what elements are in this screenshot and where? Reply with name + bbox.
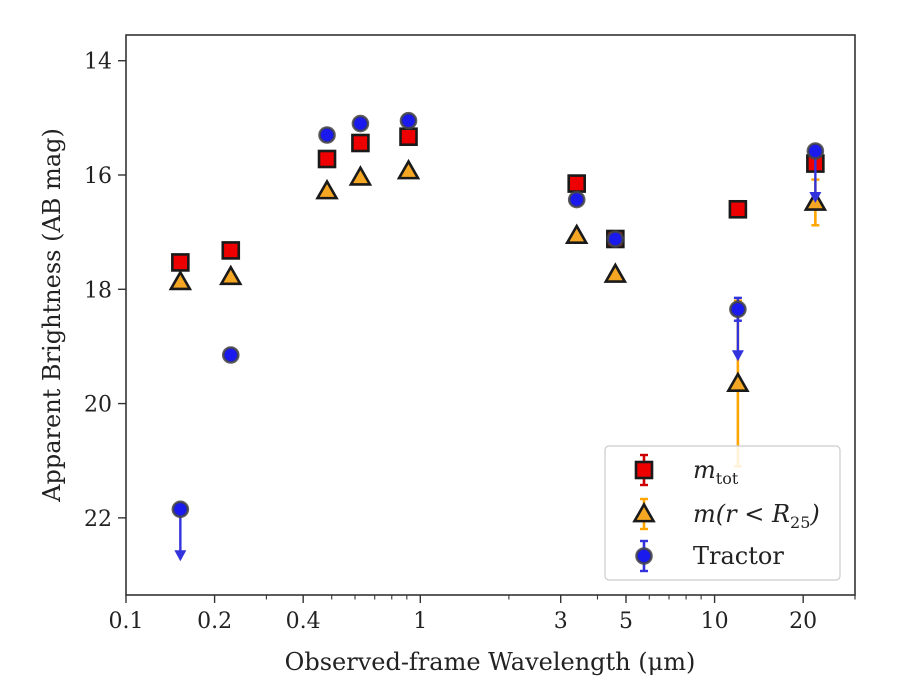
point-circle — [318, 126, 336, 144]
point-triangle — [726, 371, 750, 392]
point-triangle — [315, 178, 339, 200]
upper-limit-arrowhead — [731, 350, 744, 362]
legend-label: mtot — [693, 456, 739, 488]
point-square — [317, 149, 337, 169]
point-square — [399, 127, 418, 147]
point-circle — [221, 346, 240, 364]
point-circle — [351, 114, 370, 133]
point-triangle — [396, 158, 421, 180]
legend-box — [604, 445, 841, 581]
x-tick-label: 0.2 — [197, 609, 232, 634]
point-triangle — [348, 165, 373, 186]
upper-limit-arrowhead — [809, 192, 822, 203]
point-circle — [806, 142, 825, 160]
legend-marker-square — [634, 460, 654, 480]
legend-label: Tractor — [693, 542, 784, 570]
legend-marker-circle — [635, 547, 653, 565]
x-tick-label: 0.1 — [109, 609, 144, 634]
plot-marks — [168, 111, 828, 562]
legend: mtot m(r < R25) Tractor — [604, 445, 841, 581]
series-triangle — [168, 158, 828, 468]
legend-entry-triangle: m(r < R25) — [632, 497, 820, 532]
x-tick-label: 0.4 — [286, 609, 321, 634]
point-square — [351, 133, 370, 153]
point-triangle — [168, 269, 193, 291]
point-square — [171, 253, 190, 272]
point-circle — [399, 111, 418, 130]
y-tick-label: 14 — [84, 50, 112, 75]
x-tick-label: 1 — [413, 609, 427, 634]
point-circle — [567, 190, 586, 209]
point-triangle — [603, 262, 628, 283]
x-tick-label: 5 — [619, 609, 633, 634]
plot-frame — [125, 34, 856, 596]
point-circle — [171, 500, 190, 519]
x-tick-label: 3 — [554, 609, 568, 634]
point-square — [221, 241, 241, 260]
point-triangle — [219, 264, 243, 286]
series-square — [171, 127, 825, 272]
point-square — [728, 199, 748, 219]
upper-limit-arrowhead — [174, 550, 187, 562]
y-tick-label: 18 — [84, 278, 112, 303]
series-circle — [171, 111, 825, 562]
y-tick-label: 20 — [84, 393, 112, 418]
axis-ticks: 0.1 0.2 0.4 1 3 5 10 20 14 16 18 20 22 — [84, 50, 856, 634]
x-tick-label: 10 — [701, 609, 729, 634]
x-axis-label: Observed-frame Wavelength (μm) — [285, 648, 696, 676]
legend-entry-circle: Tractor — [635, 539, 784, 573]
legend-entry-square: mtot — [634, 453, 739, 488]
x-tick-label: 20 — [789, 609, 817, 634]
point-circle — [729, 300, 747, 319]
legend-marker-triangle — [632, 501, 656, 523]
point-triangle — [564, 223, 589, 244]
point-square — [567, 174, 587, 193]
y-axis-label: Apparent Brightness (AB mag) — [38, 128, 66, 503]
legend-label: m(r < R25) — [693, 500, 820, 532]
y-tick-label: 22 — [84, 507, 112, 532]
point-circle — [606, 230, 625, 248]
y-tick-label: 16 — [84, 164, 112, 189]
